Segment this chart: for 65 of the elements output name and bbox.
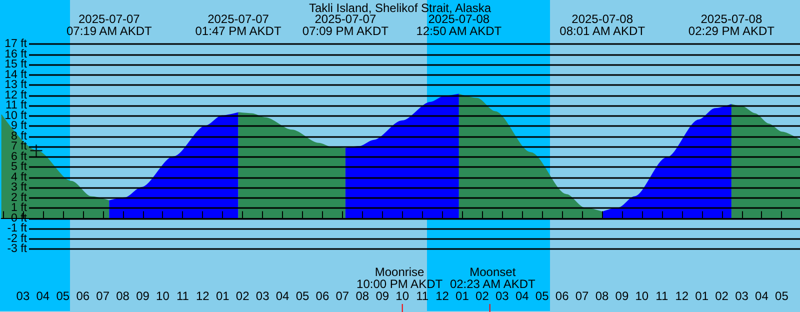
x-tick-label: 04: [515, 289, 530, 303]
y-tick-label: 4 ft: [11, 171, 28, 184]
y-tick-label: 15 ft: [4, 58, 28, 70]
x-tick-label: 06: [555, 289, 570, 303]
x-tick-label: 12: [675, 289, 689, 303]
x-tick-label: 08: [116, 289, 130, 303]
x-tick-label: 03: [16, 289, 30, 303]
x-tick-label: 09: [615, 289, 629, 303]
y-tick-label: -1 ft: [7, 222, 28, 234]
y-tick-label: 7 ft: [11, 140, 28, 152]
y-tick-label: 17 ft: [4, 38, 28, 50]
y-tick-label: 9 ft: [11, 120, 28, 132]
x-tick-label: 01: [216, 289, 230, 303]
x-tick-label: 10: [635, 289, 649, 303]
text: 2025-07-08 08:01 AM AKDT: [560, 12, 646, 38]
x-tick-label: 06: [316, 289, 330, 303]
y-tick-label: 16 ft: [4, 48, 28, 60]
x-tick-label: 11: [656, 289, 668, 303]
x-tick-label: 10: [156, 289, 170, 303]
x-tick-label: 05: [56, 289, 70, 303]
x-tick-label: 01: [695, 289, 709, 303]
y-tick-label: 13 ft: [4, 79, 28, 91]
x-tick-label: 07: [575, 289, 590, 303]
x-tick-label: 04: [276, 289, 290, 303]
text: 2025-07-07 01:47 PM AKDT: [195, 12, 282, 38]
x-tick-label: 09: [376, 289, 390, 303]
y-tick-label: 12 ft: [4, 89, 28, 102]
chart-title: Takli Island, Shelikof Strait, Alaska: [308, 1, 492, 15]
text: 2025-07-08 12:50 AM AKDT: [416, 12, 502, 38]
x-tick-label: 01: [456, 289, 470, 303]
x-tick-label: 02: [715, 289, 729, 303]
x-tick-label: 04: [36, 289, 50, 303]
x-tick-label: 10: [396, 289, 410, 303]
x-tick-label: 08: [595, 289, 609, 303]
x-tick-label: 08: [356, 289, 370, 303]
x-tick-label: 06: [76, 289, 90, 303]
x-tick-label: 11: [176, 289, 190, 303]
y-tick-label: 2 ft: [11, 192, 28, 204]
y-tick-label: -2 ft: [7, 232, 28, 245]
y-tick-label: 14 ft: [4, 68, 28, 81]
x-tick-label: 05: [775, 289, 789, 303]
y-tick-label: 6 ft: [11, 150, 28, 163]
y-tick-label: -3 ft: [7, 243, 28, 255]
y-tick-label: 8 ft: [11, 130, 28, 142]
y-tick-label: 11 ft: [5, 100, 28, 112]
x-tick-label: 05: [296, 289, 310, 303]
y-tick-label: 3 ft: [11, 182, 28, 194]
x-tick-label: 02: [236, 289, 250, 303]
x-tick-label: 03: [735, 289, 749, 303]
x-tick-label: 04: [755, 289, 769, 303]
text: 2025-07-07 07:09 PM AKDT: [302, 12, 390, 38]
y-tick-label: 10 ft: [4, 110, 28, 122]
y-tick-label: 5 ft: [11, 161, 28, 173]
x-tick-label: 02: [476, 289, 490, 303]
text: 2025-07-08 02:29 PM AKDT: [688, 12, 776, 38]
x-tick-label: 05: [535, 289, 550, 303]
x-tick-label: 09: [136, 289, 150, 303]
ref-line-label: Moonset 02:23 AM AKDT: [450, 265, 536, 291]
x-tick-label: 12: [436, 289, 450, 303]
x-tick-label: 07: [96, 289, 110, 303]
x-tick-label: 07: [336, 289, 350, 303]
x-tick-label: 12: [196, 289, 210, 303]
x-tick-label: 03: [495, 289, 510, 303]
y-tick-label: 1 ft: [11, 202, 28, 214]
x-tick-label: 03: [256, 289, 270, 303]
